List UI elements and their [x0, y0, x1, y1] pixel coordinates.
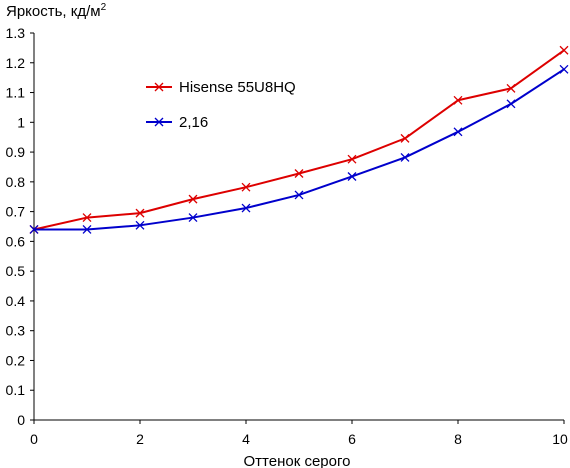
data-point-series-2	[559, 64, 569, 74]
data-point-series-1	[506, 83, 516, 93]
x-tick-label: 6	[348, 431, 356, 447]
y-axis-title-main: Яркость, кд/м	[6, 3, 101, 20]
marker-stroke	[347, 154, 357, 164]
marker-stroke	[294, 169, 304, 178]
legend-label: 2,16	[179, 114, 208, 131]
y-tick-label: 0.2	[6, 352, 26, 368]
data-point-series-1	[135, 208, 145, 218]
legend: Hisense 55U8HQ 2,16	[146, 79, 296, 131]
y-tick-label: 0.1	[6, 382, 26, 398]
data-point-series-1	[294, 169, 304, 178]
marker-stroke	[506, 99, 516, 109]
marker-stroke	[347, 172, 357, 181]
ticks: 0 0.1 0.2 0.3 0.4 0.5 0.6 0.7 0.8 0.9 1 1.1 1.2 1.3 0 2…	[6, 25, 568, 447]
y-tick-label: 0.9	[6, 144, 26, 160]
marker-stroke	[400, 152, 410, 162]
data-point-series-2	[188, 213, 198, 223]
marker-stroke	[82, 225, 92, 234]
marker-stroke	[241, 182, 251, 192]
marker-stroke	[188, 194, 198, 204]
data-point-series-1	[82, 213, 92, 223]
data-point-series-2	[453, 127, 463, 137]
data-point-series-2	[294, 190, 304, 200]
x-tick-label: 4	[242, 431, 250, 447]
series-line-1	[33, 49, 565, 231]
y-axis-title: Яркость, кд/м2	[6, 2, 107, 20]
y-tick-label: 0.7	[6, 204, 26, 220]
y-tick-label: 0.5	[6, 263, 26, 279]
marker-stroke	[559, 45, 569, 55]
y-tick-label: 1.3	[6, 25, 26, 41]
marker-stroke	[294, 190, 304, 200]
y-tick-label: 1.2	[6, 55, 26, 71]
data-point-series-1	[347, 154, 357, 164]
marker-stroke	[154, 117, 164, 127]
legend-item-2: 2,16	[146, 114, 208, 131]
y-tick-label: 0.3	[6, 323, 26, 339]
marker-stroke	[135, 208, 145, 218]
legend-marker	[154, 82, 164, 92]
data-point-series-1	[400, 133, 410, 143]
data-point-series-2	[29, 225, 39, 234]
marker-stroke	[559, 64, 569, 74]
marker-stroke	[453, 127, 463, 137]
legend-item-1: Hisense 55U8HQ	[146, 79, 296, 96]
y-axis-title-superscript: 2	[101, 2, 107, 13]
legend-marker	[154, 117, 164, 127]
data-point-series-1	[241, 182, 251, 192]
data-point-series-1	[188, 194, 198, 204]
data-point-series-1	[559, 45, 569, 55]
y-tick-label: 0.4	[6, 293, 26, 309]
marker-stroke	[506, 83, 516, 93]
marker-stroke	[29, 225, 39, 234]
data-point-series-2	[347, 172, 357, 181]
axes	[33, 33, 564, 421]
legend-label: Hisense 55U8HQ	[179, 79, 296, 96]
y-tick-label: 1	[17, 114, 25, 130]
marker-stroke	[135, 220, 145, 230]
marker-stroke	[241, 203, 251, 213]
marker-stroke	[82, 213, 92, 223]
marker-stroke	[188, 213, 198, 223]
data-point-series-2	[82, 225, 92, 234]
y-tick-label: 0.8	[6, 174, 26, 190]
y-tick-label: 0.6	[6, 233, 26, 249]
x-tick-label: 10	[552, 431, 568, 447]
data-point-series-2	[400, 152, 410, 162]
data-point-series-2	[241, 203, 251, 213]
data-point-series-2	[506, 99, 516, 109]
data-point-series-1	[453, 95, 463, 105]
marker-stroke	[154, 82, 164, 92]
series-layer	[29, 45, 569, 234]
x-tick-label: 0	[30, 431, 38, 447]
x-tick-label: 8	[454, 431, 462, 447]
marker-stroke	[453, 95, 463, 105]
marker-stroke	[400, 133, 410, 143]
x-axis-title: Оттенок серого	[244, 453, 351, 468]
x-tick-label: 2	[136, 431, 144, 447]
data-point-series-2	[135, 220, 145, 230]
y-tick-label: 0	[17, 412, 25, 428]
y-tick-label: 1.1	[6, 85, 26, 101]
